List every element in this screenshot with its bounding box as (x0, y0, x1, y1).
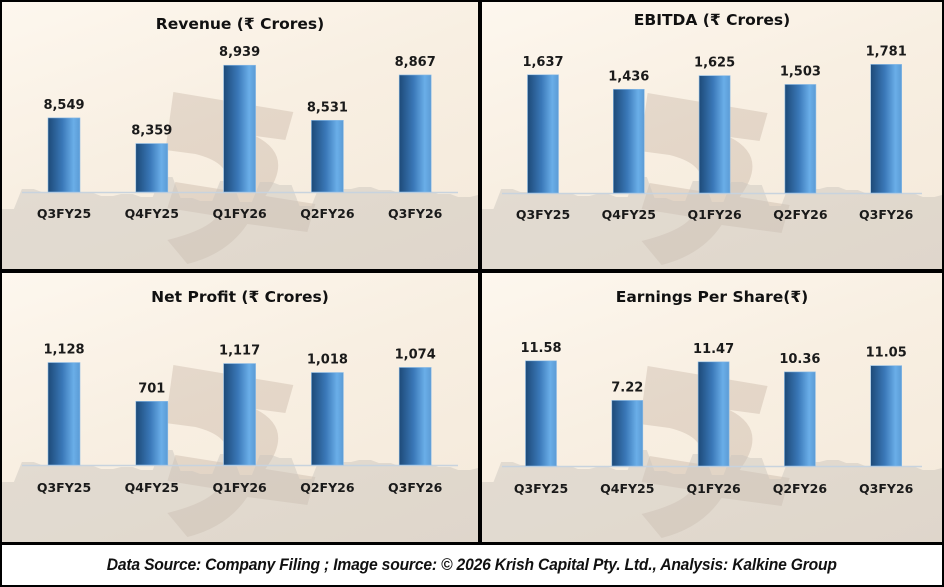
data-label: 1,781 (866, 44, 907, 59)
category-label: Q1FY26 (212, 480, 267, 495)
source-footer-text: Data Source: Company Filing ; Image sour… (106, 555, 838, 574)
data-label: 8,867 (395, 55, 436, 70)
data-label: 11.05 (866, 346, 907, 361)
category-label: Q4FY25 (125, 480, 179, 495)
data-label: 8,549 (43, 98, 84, 113)
bar-q1fy26 (223, 64, 256, 193)
bar-q4fy25 (135, 143, 169, 193)
category-label: Q4FY25 (600, 481, 654, 496)
category-label: Q3FY25 (37, 480, 91, 495)
data-label: 701 (138, 381, 165, 396)
data-label: 11.47 (693, 342, 734, 357)
data-label: 1,128 (43, 343, 84, 358)
bar-q3fy26 (398, 367, 432, 466)
chart-title: Earnings Per Share(₹) (616, 288, 808, 306)
data-label: 1,018 (307, 353, 348, 368)
bar-q3fy25 (47, 117, 81, 193)
bar-q4fy25 (135, 401, 169, 466)
category-label: Q1FY26 (212, 206, 267, 221)
net-profit-chart-panel: Net Profit (₹ Crores) 1,128 Q3FY25 701 Q4FY2… (2, 273, 478, 542)
data-label: 1,637 (522, 55, 563, 70)
data-label: 1,074 (395, 347, 436, 362)
revenue-chart: Revenue (₹ Crores) 8,549 Q3FY25 8,359 Q4FY25… (2, 15, 478, 269)
chart-title: EBITDA (₹ Crores) (634, 11, 790, 29)
bar-q3fy26 (398, 74, 432, 193)
category-label: Q2FY26 (773, 481, 828, 496)
eps-chart: Earnings Per Share(₹) 11.58 Q3FY25 7.22 Q4FY… (482, 288, 942, 542)
net-profit-chart: Net Profit (₹ Crores) 1,128 Q3FY25 701 Q4FY2… (2, 288, 478, 542)
data-label: 11.58 (520, 341, 561, 356)
revenue-chart-panel: Revenue (₹ Crores) 8,549 Q3FY25 8,359 Q4FY25… (2, 2, 478, 269)
data-label: 1,436 (608, 69, 649, 84)
bar-q3fy25 (527, 74, 559, 194)
bar-q3fy25 (525, 360, 557, 467)
data-label: 1,503 (780, 64, 821, 79)
bar-q3fy26 (870, 64, 903, 194)
category-label: Q3FY26 (388, 206, 443, 221)
category-label: Q2FY26 (300, 480, 355, 495)
data-label: 7.22 (611, 380, 643, 395)
bar-q2fy26 (311, 120, 344, 193)
category-label: Q1FY26 (687, 207, 742, 222)
data-label: 8,531 (307, 100, 348, 115)
category-label: Q3FY25 (514, 481, 568, 496)
bar-q1fy26 (698, 75, 731, 194)
data-label: 8,939 (219, 45, 260, 60)
bar-q2fy26 (311, 372, 344, 466)
category-label: Q4FY25 (125, 206, 179, 221)
bar-q2fy26 (784, 84, 817, 194)
chart-title: Revenue (₹ Crores) (156, 15, 324, 33)
source-footer: Data Source: Company Filing ; Image sour… (2, 545, 942, 585)
bar-q1fy26 (223, 363, 256, 466)
bar-q3fy26 (870, 365, 903, 467)
bar-q4fy25 (611, 400, 644, 467)
category-label: Q1FY26 (686, 481, 741, 496)
category-label: Q2FY26 (300, 206, 355, 221)
category-label: Q3FY26 (388, 480, 443, 495)
bar-q2fy26 (784, 371, 816, 467)
bar-q4fy25 (613, 88, 645, 194)
ebitda-chart-panel: EBITDA (₹ Crores) 1,637 Q3FY25 1,436 Q4FY25 1… (482, 2, 942, 269)
bar-q1fy26 (697, 361, 730, 467)
eps-chart-panel: Earnings Per Share(₹) 11.58 Q3FY25 7.22 Q4FY… (482, 273, 942, 542)
chart-title: Net Profit (₹ Crores) (151, 288, 329, 306)
category-label: Q3FY26 (859, 207, 914, 222)
ebitda-chart: EBITDA (₹ Crores) 1,637 Q3FY25 1,436 Q4FY25 1… (482, 11, 942, 269)
category-label: Q3FY25 (37, 206, 91, 221)
category-label: Q3FY26 (859, 481, 914, 496)
bar-q3fy25 (47, 362, 81, 466)
data-label: 1,625 (694, 56, 735, 71)
category-label: Q4FY25 (602, 207, 656, 222)
data-label: 1,117 (219, 344, 260, 359)
category-label: Q2FY26 (773, 207, 828, 222)
data-label: 10.36 (779, 352, 820, 367)
category-label: Q3FY25 (516, 207, 570, 222)
data-label: 8,359 (131, 124, 172, 139)
